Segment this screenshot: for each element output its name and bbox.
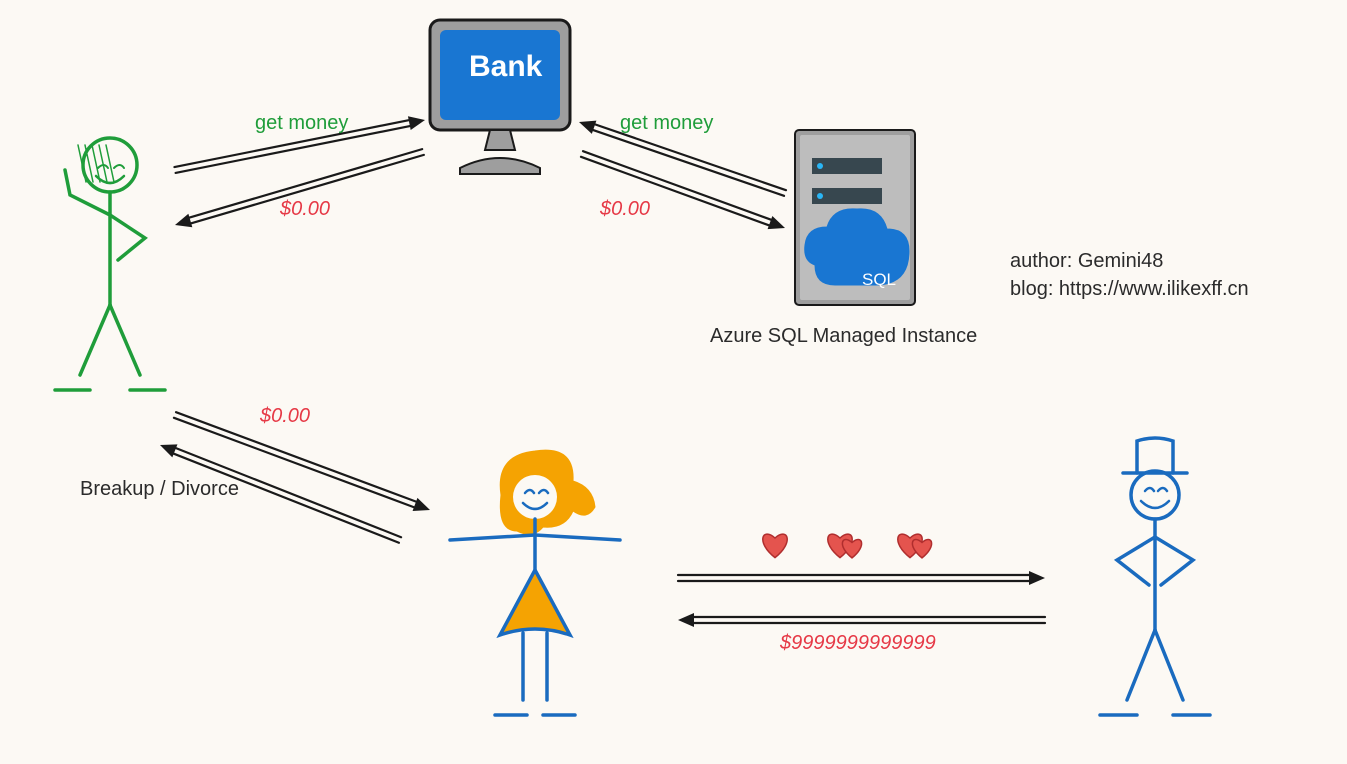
tophat-person — [1100, 438, 1210, 715]
bank-monitor — [430, 20, 570, 174]
server-caption: Azure SQL Managed Instance — [710, 325, 977, 348]
edge-label-get-money-left: get money — [255, 112, 348, 135]
blog-line: blog: https://www.ilikexff.cn — [1010, 278, 1249, 301]
bank-title: Bank — [469, 50, 542, 84]
author-line: author: Gemini48 — [1010, 250, 1163, 273]
heart-icon — [763, 534, 787, 557]
woman-person — [450, 450, 620, 715]
server-icon — [795, 130, 915, 305]
edge-label-get-money-right: get money — [620, 112, 713, 135]
edge-label-zero-right: $0.00 — [600, 198, 650, 221]
edge-label-zero-left: $0.00 — [280, 198, 330, 221]
edge-label-big-money: $9999999999999 — [780, 632, 936, 655]
edge-man_to_woman — [678, 613, 1045, 627]
edge-label-zero-mid: $0.00 — [260, 405, 310, 428]
edge-woman_to_man — [678, 571, 1045, 585]
heart-icon — [912, 539, 931, 557]
green-person — [55, 138, 165, 390]
sql-cloud-label: SQL — [862, 270, 896, 290]
heart-icon — [842, 539, 861, 557]
edge-label-breakup: Breakup / Divorce — [80, 478, 239, 501]
